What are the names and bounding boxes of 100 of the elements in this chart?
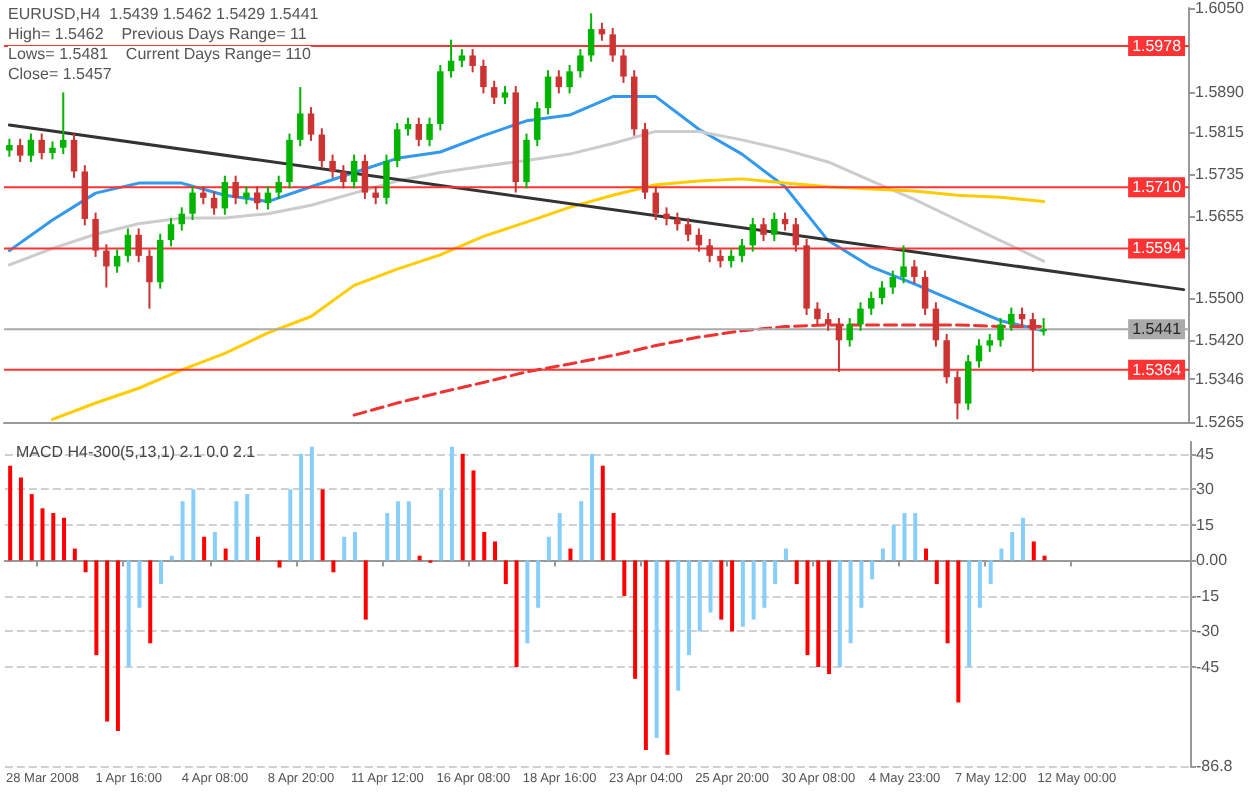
- candlestick: [426, 116, 433, 148]
- y-tick-label: 30: [1196, 480, 1215, 499]
- y-tick-label: 1.5655: [1195, 207, 1246, 226]
- candlestick: [932, 301, 940, 348]
- bar: [568, 548, 573, 561]
- candlestick: [232, 174, 239, 206]
- candlestick: [490, 79, 498, 105]
- bar: [590, 453, 594, 561]
- bar: [805, 560, 810, 656]
- bar: [816, 560, 821, 667]
- bar: [449, 446, 454, 561]
- bar: [1031, 541, 1036, 561]
- bar: [352, 532, 357, 561]
- bar: [622, 560, 627, 596]
- candlestick: [297, 86, 304, 148]
- candlestick: [38, 132, 45, 161]
- candlestick: [167, 216, 175, 248]
- candlestick: [16, 137, 24, 163]
- bar: [180, 501, 185, 561]
- bar: [288, 489, 293, 561]
- bar: [40, 508, 45, 561]
- bar: [924, 548, 929, 561]
- candlestick: [814, 301, 821, 327]
- y-tick-label: 1.5420: [1195, 331, 1246, 350]
- bar: [363, 560, 368, 620]
- bar: [514, 560, 519, 667]
- bar: [611, 513, 616, 561]
- bar: [988, 560, 993, 585]
- candlestick: [577, 48, 584, 79]
- candlestick: [835, 317, 843, 373]
- y-tick-label: 45: [1196, 444, 1215, 463]
- chart-title: MACD H4-300(5,13,1) 2.1 0.0 2.1: [16, 443, 257, 461]
- annotation: Lows= 1.5481 Current Days Range= 110: [8, 45, 313, 63]
- bar: [385, 513, 390, 561]
- bar: [299, 453, 304, 561]
- candlestick: [70, 132, 78, 179]
- candlestick: [997, 317, 1004, 348]
- candlestick: [156, 232, 164, 290]
- bar: [719, 560, 724, 620]
- bar: [482, 532, 487, 561]
- bar: [255, 536, 260, 561]
- bar: [1010, 532, 1015, 561]
- y-tick-label: -15: [1196, 586, 1221, 605]
- candlestick: [846, 317, 853, 348]
- bar: [837, 560, 842, 667]
- bar: [579, 501, 584, 561]
- bar: [848, 560, 853, 644]
- candlestick: [189, 185, 196, 222]
- y-tick-label: 1.5346: [1195, 370, 1246, 389]
- candlestick: [771, 211, 778, 243]
- candlestick: [684, 216, 692, 243]
- bar: [794, 560, 799, 585]
- ref-line-label: 1.5364: [1132, 360, 1183, 379]
- bar: [331, 560, 336, 573]
- candlestick: [534, 100, 541, 148]
- bar: [697, 560, 702, 632]
- bar: [686, 560, 691, 656]
- line-series: [50, 177, 1046, 421]
- bar: [159, 560, 164, 585]
- bar: [751, 560, 756, 620]
- candlestick: [921, 269, 929, 316]
- bar: [945, 560, 950, 644]
- candlestick: [911, 259, 918, 285]
- bar: [633, 560, 638, 679]
- bar: [493, 541, 498, 561]
- bar: [1020, 517, 1025, 561]
- line-series: [7, 95, 1046, 333]
- bar: [740, 560, 745, 627]
- candlestick: [383, 153, 390, 206]
- candlestick: [964, 354, 972, 411]
- candlestick: [943, 332, 950, 385]
- y-tick-label: 1.5735: [1195, 165, 1246, 184]
- bar: [600, 465, 605, 561]
- bar: [223, 548, 228, 561]
- candlestick: [124, 227, 132, 264]
- candlestick: [307, 106, 315, 142]
- candlestick: [60, 91, 67, 156]
- bar: [137, 560, 142, 608]
- candlestick: [900, 244, 907, 285]
- bar: [525, 560, 530, 644]
- y-tick-label: 1.5890: [1195, 83, 1246, 102]
- bar: [72, 548, 77, 561]
- candlestick: [652, 185, 660, 222]
- bar: [934, 560, 939, 585]
- candlestick: [954, 369, 961, 421]
- y-tick-label: 15: [1196, 515, 1215, 534]
- bar: [8, 465, 13, 561]
- y-tick-label: 1.5500: [1195, 289, 1246, 308]
- candlestick: [393, 121, 401, 169]
- bar: [115, 560, 120, 731]
- bar: [202, 536, 207, 561]
- bar: [94, 560, 99, 656]
- bar: [51, 513, 56, 561]
- bar: [546, 536, 551, 561]
- candlestick: [415, 116, 422, 148]
- bar: [148, 560, 153, 644]
- bar: [773, 560, 778, 585]
- bar: [18, 477, 23, 561]
- bar: [783, 548, 788, 561]
- candlestick: [889, 269, 897, 295]
